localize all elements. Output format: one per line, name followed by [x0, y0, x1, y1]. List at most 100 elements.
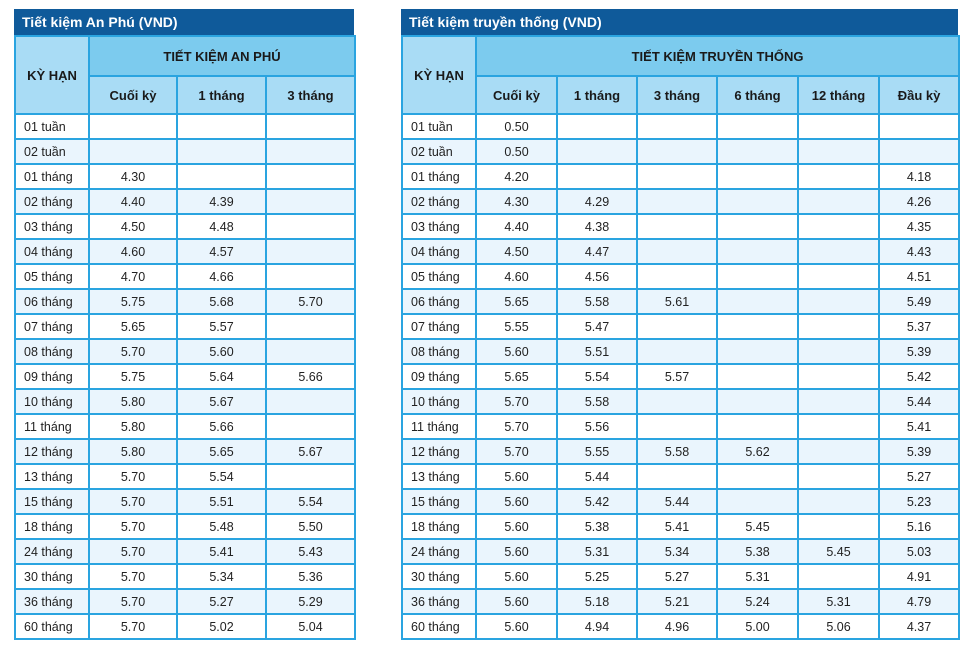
column-header: Cuối kỳ	[88, 75, 178, 115]
rate-cell	[265, 463, 356, 490]
rate-cell	[716, 288, 799, 315]
rate-cell: 5.65	[176, 438, 267, 465]
rate-cell	[797, 338, 880, 365]
rate-cell	[716, 413, 799, 440]
rate-cell	[176, 113, 267, 140]
term-cell: 60 tháng	[14, 613, 90, 640]
rate-cell: 5.68	[176, 288, 267, 315]
term-cell: 03 tháng	[14, 213, 90, 240]
column-header: 6 tháng	[716, 75, 799, 115]
rate-cell: 5.37	[877, 313, 961, 340]
rate-cell: 4.48	[176, 213, 267, 240]
table-row: 01 tuần 0.50	[401, 113, 961, 140]
rate-cell	[265, 388, 356, 415]
rate-cell: 4.50	[475, 238, 558, 265]
rate-cell: 5.66	[176, 413, 267, 440]
rate-cell: 5.62	[716, 438, 799, 465]
rate-cell: 5.67	[265, 438, 356, 465]
rate-cell: 5.70	[88, 338, 178, 365]
rate-cell: 5.36	[265, 563, 356, 590]
rate-cell: 5.64	[176, 363, 267, 390]
term-cell: 18 tháng	[14, 513, 90, 540]
rate-cell: 5.41	[636, 513, 718, 540]
term-cell: 09 tháng	[401, 363, 477, 390]
rate-cell: 5.70	[88, 488, 178, 515]
rate-cell: 5.75	[88, 288, 178, 315]
rate-cell: 4.51	[877, 263, 961, 290]
table-row: 60 tháng 5.60 4.94 4.96 5.00 5.06 4.37	[401, 613, 961, 640]
rate-cell: 5.60	[475, 613, 558, 640]
table-title: Tiết kiệm truyền thống (VND)	[401, 9, 958, 35]
rate-cell: 4.96	[636, 613, 718, 640]
rate-cell: 5.55	[475, 313, 558, 340]
table-row: 06 tháng 5.75 5.68 5.70	[14, 288, 356, 315]
table-row: 12 tháng 5.80 5.65 5.67	[14, 438, 356, 465]
rate-cell: 5.60	[475, 463, 558, 490]
rate-cell: 5.60	[176, 338, 267, 365]
rate-cell: 5.70	[88, 613, 178, 640]
rate-cell	[716, 138, 799, 165]
table-row: 01 tháng 4.30	[14, 163, 356, 190]
rate-cell	[265, 113, 356, 140]
rate-cell	[265, 188, 356, 215]
rate-cell: 5.45	[797, 538, 880, 565]
rate-cell	[716, 388, 799, 415]
group-header: TIẾT KIỆM AN PHÚ	[88, 35, 356, 77]
rate-cell: 4.20	[475, 163, 558, 190]
term-cell: 12 tháng	[401, 438, 477, 465]
rate-cell: 5.25	[556, 563, 638, 590]
rate-cell: 5.43	[265, 538, 356, 565]
term-cell: 11 tháng	[401, 413, 477, 440]
rate-cell: 5.60	[475, 538, 558, 565]
rate-cell: 5.38	[556, 513, 638, 540]
table-row: 08 tháng 5.60 5.51 5.39	[401, 338, 961, 365]
term-cell: 24 tháng	[14, 538, 90, 565]
rate-cell: 5.24	[716, 588, 799, 615]
rate-cell	[797, 138, 880, 165]
rate-cell: 5.27	[877, 463, 961, 490]
rate-cell: 4.57	[176, 238, 267, 265]
column-header: 3 tháng	[636, 75, 718, 115]
table-row: 10 tháng 5.70 5.58 5.44	[401, 388, 961, 415]
rate-cell: 5.44	[556, 463, 638, 490]
rate-cell: 4.29	[556, 188, 638, 215]
rate-cell: 0.50	[475, 138, 558, 165]
rate-cell: 5.38	[716, 538, 799, 565]
rate-cell: 5.56	[556, 413, 638, 440]
column-header: 3 tháng	[265, 75, 356, 115]
rate-cell: 5.39	[877, 338, 961, 365]
rate-cell: 4.56	[556, 263, 638, 290]
rate-cell: 5.60	[475, 488, 558, 515]
table-row: 30 tháng 5.60 5.25 5.27 5.31 4.91	[401, 563, 961, 590]
term-cell: 30 tháng	[14, 563, 90, 590]
column-header: Đầu kỳ	[877, 75, 961, 115]
rate-cell: 4.50	[88, 213, 178, 240]
term-cell: 15 tháng	[14, 488, 90, 515]
term-cell: 07 tháng	[401, 313, 477, 340]
rate-cell: 5.60	[475, 513, 558, 540]
rate-cell: 5.54	[265, 488, 356, 515]
rate-cell	[176, 138, 267, 165]
rate-cell	[716, 338, 799, 365]
table-row: 36 tháng 5.70 5.27 5.29	[14, 588, 356, 615]
rate-cell	[716, 488, 799, 515]
rate-cell: 5.18	[556, 588, 638, 615]
term-cell: 10 tháng	[401, 388, 477, 415]
table-row: 04 tháng 4.60 4.57	[14, 238, 356, 265]
term-cell: 13 tháng	[14, 463, 90, 490]
rate-cell	[797, 263, 880, 290]
rate-cell: 4.35	[877, 213, 961, 240]
table-row: 06 tháng 5.65 5.58 5.61 5.49	[401, 288, 961, 315]
rate-cell	[636, 163, 718, 190]
term-cell: 04 tháng	[401, 238, 477, 265]
rate-cell: 4.43	[877, 238, 961, 265]
rate-cell: 5.21	[636, 588, 718, 615]
table-row: 05 tháng 4.70 4.66	[14, 263, 356, 290]
rate-cell: 4.18	[877, 163, 961, 190]
rate-cell	[877, 138, 961, 165]
column-header: 12 tháng	[797, 75, 880, 115]
table-row: 11 tháng 5.80 5.66	[14, 413, 356, 440]
table-row: 15 tháng 5.70 5.51 5.54	[14, 488, 356, 515]
rate-cell: 5.57	[636, 363, 718, 390]
table-row: 10 tháng 5.80 5.67	[14, 388, 356, 415]
